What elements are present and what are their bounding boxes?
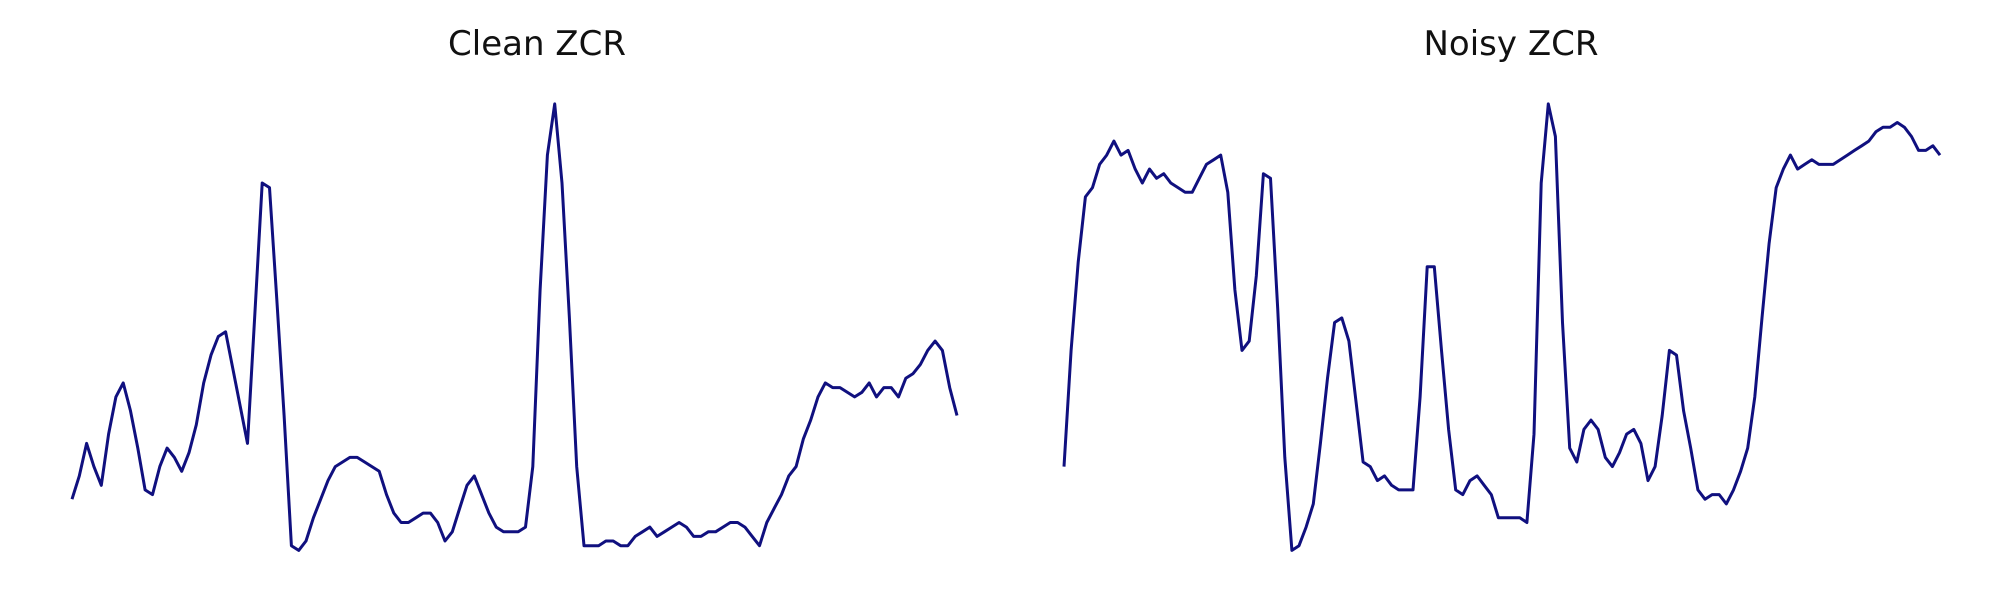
series-line-clean [70, 102, 959, 552]
series-line-noisy [1062, 102, 1942, 552]
chart-panel-clean: Clean ZCR [52, 0, 1022, 600]
chart-svg-clean [70, 102, 959, 552]
chart-title-noisy: Noisy ZCR [1423, 24, 1599, 64]
chart-panel-noisy: Noisy ZCR [1022, 0, 2000, 600]
chart-title-clean: Clean ZCR [448, 24, 626, 64]
chart-svg-noisy [1062, 102, 1942, 552]
